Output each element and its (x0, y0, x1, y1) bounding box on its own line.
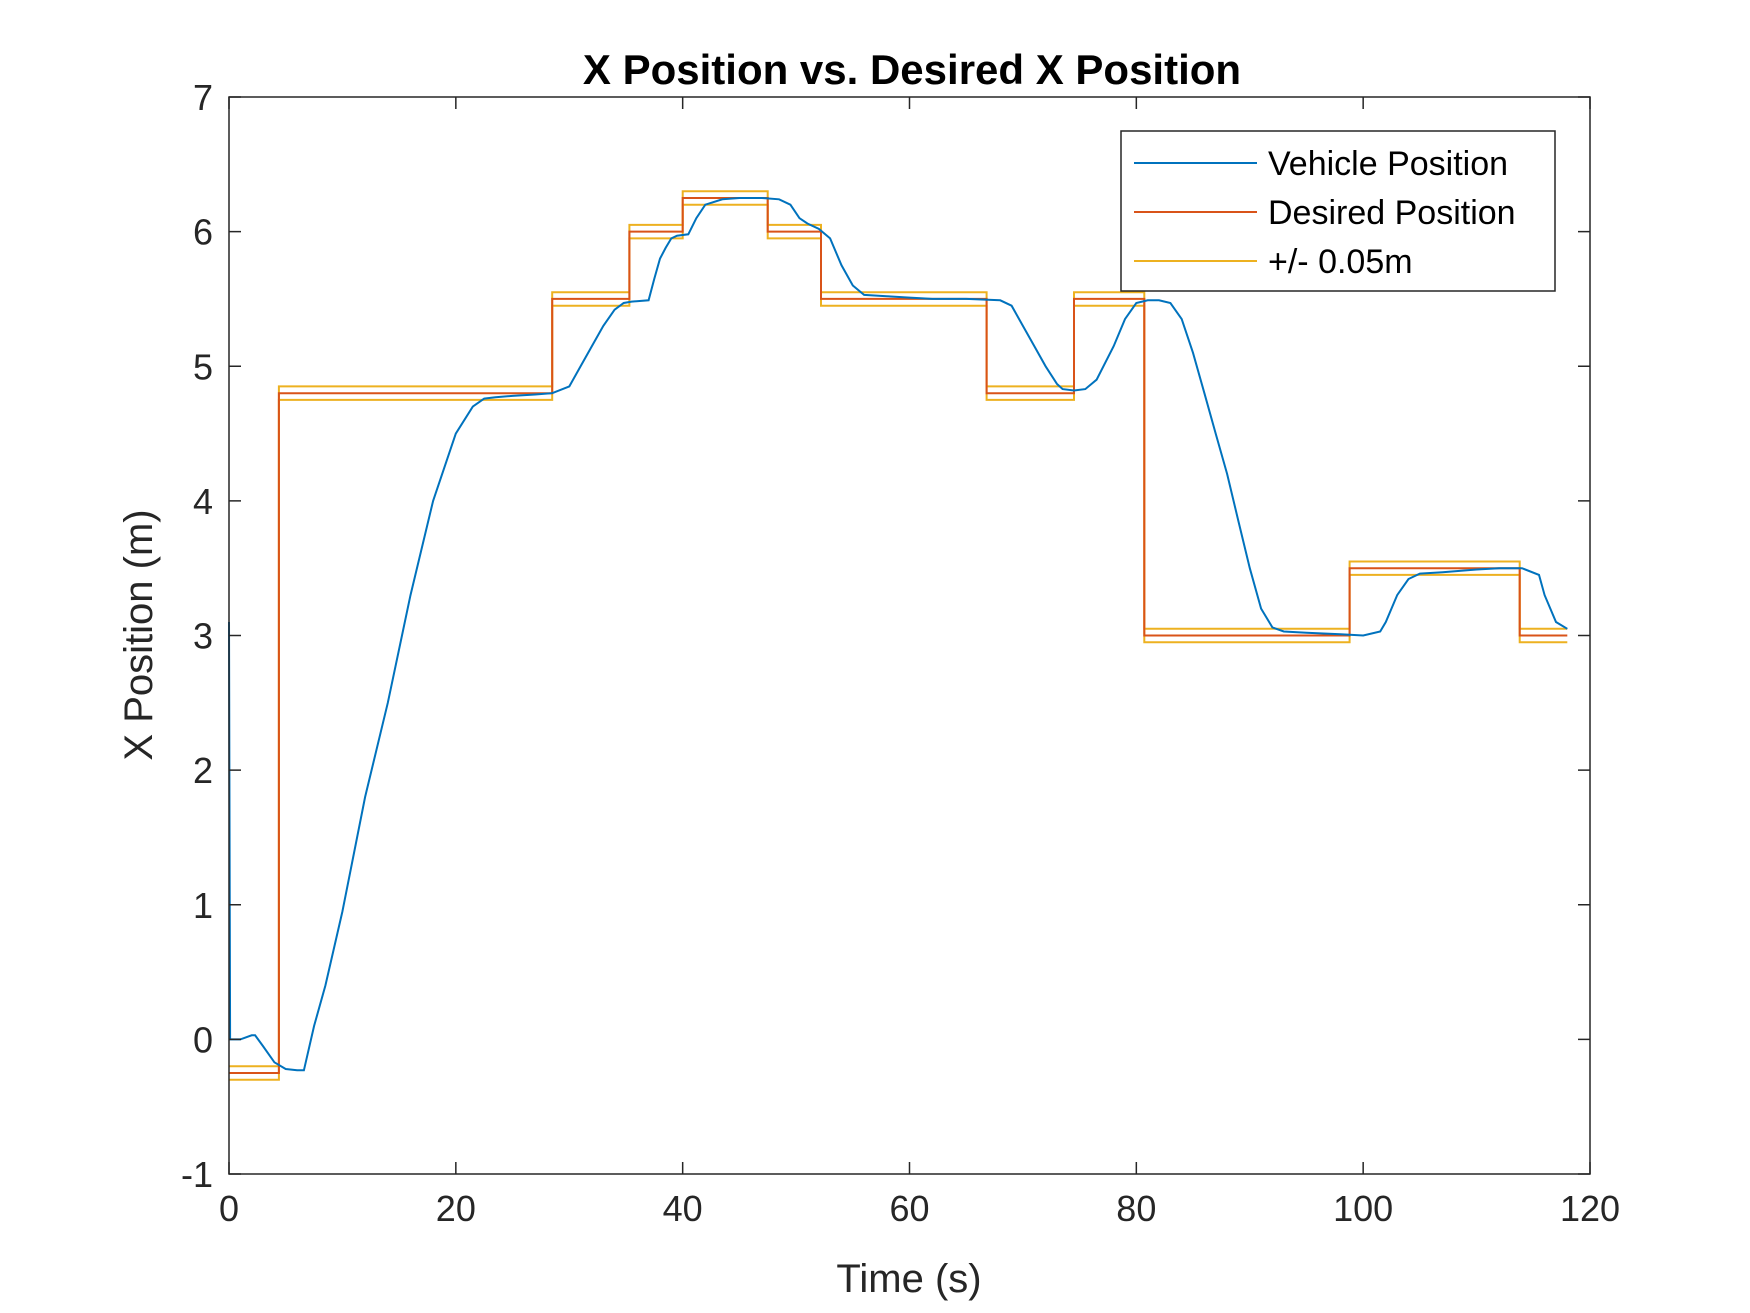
x-tick-label: 120 (1560, 1188, 1620, 1229)
series-line-vehicle-position (228, 197, 1568, 1072)
y-tick-label: 5 (193, 346, 213, 387)
y-tick-label: 0 (193, 1019, 213, 1060)
y-tick-label: -1 (181, 1154, 213, 1195)
legend-label-desired-position: Desired Position (1268, 194, 1516, 232)
y-axis-label: X Position (m) (117, 509, 161, 760)
x-tick-label: 20 (436, 1188, 476, 1229)
y-tick-label: 4 (193, 481, 213, 522)
legend-label-vehicle-position: Vehicle Position (1268, 145, 1508, 183)
x-axis-ticks: 0 20 40 60 80 100 120 (219, 97, 1620, 1229)
legend: Vehicle Position Desired Position +/- 0.… (1120, 130, 1556, 292)
y-tick-label: 1 (193, 885, 213, 926)
series-layer (228, 190, 1568, 1081)
legend-label-tolerance: +/- 0.05m (1268, 243, 1413, 281)
y-tick-label: 7 (193, 77, 213, 118)
x-tick-label: 80 (1116, 1188, 1156, 1229)
y-tick-label: 2 (193, 750, 213, 791)
x-axis-label: Time (s) (836, 1257, 981, 1301)
x-tick-label: 0 (219, 1188, 239, 1229)
x-tick-label: 100 (1333, 1188, 1393, 1229)
series-line-desired-position (229, 197, 1568, 1074)
x-tick-label: 40 (663, 1188, 703, 1229)
x-tick-label: 60 (889, 1188, 929, 1229)
y-axis-ticks: -1 0 1 2 3 4 5 6 7 (181, 77, 1590, 1195)
y-tick-label: 6 (193, 212, 213, 253)
y-tick-label: 3 (193, 616, 213, 657)
chart-title: X Position vs. Desired X Position (583, 46, 1241, 93)
plot-area (228, 96, 1591, 1175)
